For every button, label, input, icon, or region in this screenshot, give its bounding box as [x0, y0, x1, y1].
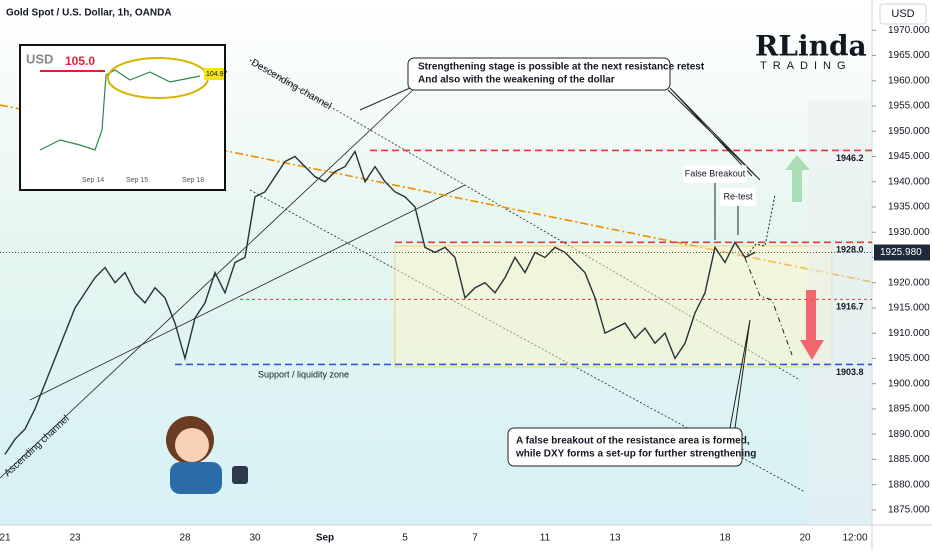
range-zone [394, 245, 833, 368]
level-label: 1916.7 [836, 302, 864, 312]
x-tick-label: 18 [719, 533, 731, 544]
callout-pointer [729, 319, 751, 429]
descending-channel-line [249, 189, 806, 493]
inset-price-box [204, 68, 224, 80]
callout-text: Strengthening stage is possible at the n… [418, 62, 705, 73]
y-tick-label: 1910.000 [888, 328, 930, 339]
callout-text: And also with the weakening of the dolla… [418, 75, 615, 86]
callout-pointer [359, 87, 411, 111]
callout-box [407, 57, 671, 91]
ascending-channel-line [29, 184, 466, 401]
inset-date: Sep 18 [182, 177, 204, 184]
y-tick-label: 1965.000 [888, 50, 930, 61]
price-line [4, 149, 756, 455]
y-tick-label: 1890.000 [888, 429, 930, 440]
y-tick-label: 1945.000 [888, 151, 930, 162]
y-tick-label: 1930.000 [888, 227, 930, 238]
y-tick-label: 1895.000 [888, 404, 930, 415]
future-zone [808, 100, 872, 525]
x-tick-label: Sep [316, 533, 334, 544]
callout-pointer [667, 87, 761, 181]
annotation: Re-test [723, 191, 753, 201]
current-price-box [874, 244, 930, 261]
chart-title: Gold Spot / U.S. Dollar, 1h, OANDA [6, 8, 172, 19]
x-tick-label: 12:00 [842, 533, 867, 544]
inset-date: Sep 15 [126, 177, 148, 184]
character [166, 416, 248, 494]
level-label: 1946.2 [836, 153, 864, 163]
x-tick-label: 20 [799, 533, 811, 544]
label-box [720, 188, 756, 206]
inset-marker: 105.0 [65, 54, 95, 68]
annotation: False Breakout [685, 168, 746, 178]
callout-box [507, 427, 743, 467]
y-tick-label: 1940.000 [888, 176, 930, 187]
level-label: 1903.8 [836, 367, 864, 377]
up-arrow [785, 155, 810, 202]
inset-currency: USD [26, 51, 53, 66]
x-tick-label: 21 [0, 533, 11, 544]
inset [19, 44, 226, 191]
y-tick-label: 1900.000 [888, 378, 930, 389]
callout-text: A false breakout of the resistance area … [516, 436, 750, 447]
y-tick-label: 1880.000 [888, 479, 930, 490]
x-tick-label: 5 [402, 533, 408, 544]
x-tick-label: 30 [249, 533, 261, 544]
y-tick-label: 1905.000 [888, 353, 930, 364]
projection-path [744, 194, 776, 259]
x-tick-label: 13 [609, 533, 621, 544]
down-arrow [800, 290, 824, 360]
projection-path [744, 257, 793, 356]
inset-date: Sep 14 [82, 177, 104, 184]
y-tick-label: 1970.000 [888, 25, 930, 36]
y-tick-label: 1935.000 [888, 202, 930, 213]
y-tick-label: 1920.000 [888, 277, 930, 288]
y-tick-label: 1875.000 [888, 504, 930, 515]
currency: USD [891, 8, 914, 20]
annotation: Support / liquidity zone [258, 369, 349, 379]
ascending-channel-line [0, 87, 416, 479]
level-label: 1928.0 [836, 245, 864, 255]
current-price-label: 1925.980 [880, 247, 922, 258]
y-tick-label: 1960.000 [888, 75, 930, 86]
logo-sub: TRADING [760, 60, 852, 72]
currency-box [879, 3, 927, 25]
inset-price-label: 104.97 [206, 71, 228, 78]
x-tick-label: 7 [472, 533, 478, 544]
x-tick-label: 11 [540, 533, 551, 544]
y-tick-label: 1885.000 [888, 454, 930, 465]
logo: RLinda [755, 30, 867, 63]
label-box [683, 165, 747, 183]
x-tick-label: 28 [179, 533, 191, 544]
y-tick-label: 1950.000 [888, 126, 930, 137]
x-tick-label: 23 [69, 533, 81, 544]
callout-text: while DXY forms a set-up for further str… [515, 449, 756, 460]
y-tick-label: 1955.000 [888, 101, 930, 112]
y-tick-label: 1915.000 [888, 303, 930, 314]
